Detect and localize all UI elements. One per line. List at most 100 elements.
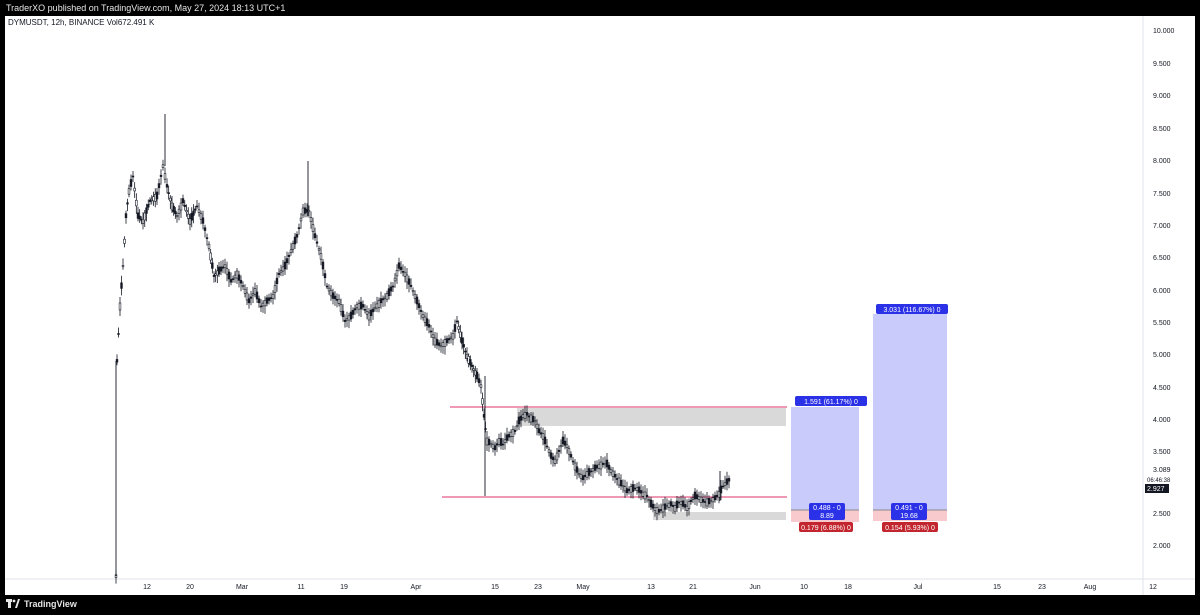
candle-body: [411, 290, 415, 293]
candle-body: [425, 318, 429, 326]
candle-body: [225, 268, 229, 275]
position-1-labels[interactable]: 1.591 (61.17%) 0 0.488 - 0 8.89 0.179 (6…: [795, 396, 867, 532]
candle-body: [573, 462, 577, 471]
candle-body: [289, 249, 293, 253]
candle-body: [233, 274, 237, 279]
price-tick-label: 5.500: [1153, 320, 1171, 327]
candle-body: [659, 509, 663, 511]
demand-zone[interactable]: [653, 512, 786, 520]
center-label-1: 0.488 - 0: [813, 505, 841, 512]
candle-body: [635, 487, 639, 491]
candle-body: [455, 320, 459, 323]
candle-body: [447, 338, 451, 341]
candle-body: [399, 266, 403, 271]
candle-body: [611, 470, 615, 478]
candle-body: [223, 264, 227, 268]
chart-canvas[interactable]: 1.591 (61.17%) 0 0.488 - 0 8.89 0.179 (6…: [5, 16, 1195, 595]
candle-body: [381, 298, 385, 301]
candle-body: [181, 198, 185, 204]
candle-body: [163, 173, 167, 180]
candle-body: [127, 188, 131, 195]
candle-body: [723, 482, 727, 486]
long-position-1[interactable]: [791, 407, 859, 522]
candle-body: [715, 494, 719, 497]
candle-body: [645, 494, 649, 497]
long-position-2[interactable]: [873, 314, 947, 521]
candle-body: [401, 271, 405, 273]
stop-label-1-bg: [799, 522, 853, 532]
candle-body: [353, 308, 357, 311]
center-sub-1: 8.89: [820, 513, 834, 520]
candle-body: [241, 285, 245, 288]
candle-body: [621, 485, 625, 488]
candle-body: [535, 423, 539, 429]
candle-body: [633, 487, 637, 490]
candle-body: [395, 269, 399, 277]
stop-label-2: 0.154 (5.93%) 0: [885, 525, 935, 532]
time-tick-label: Jun: [749, 584, 760, 591]
time-axis[interactable]: 12 20 Mar 11 19 Apr 15 23 May 13 21 Jun 10 18 Jul 15 23 A…: [143, 584, 1157, 591]
price-axis[interactable]: 10.000 9.500 9.000 8.500 8.000 7.500 7.000 6.50…: [1153, 28, 1175, 550]
candle-body: [677, 501, 681, 504]
stop-label-2-bg: [882, 522, 938, 532]
candle-body: [464, 350, 467, 353]
candle-body: [187, 213, 190, 219]
candle-body: [357, 303, 361, 310]
candle-body: [423, 316, 427, 323]
candle-body: [217, 266, 221, 275]
candle-body: [309, 217, 313, 223]
candle-body: [693, 491, 697, 500]
price-tick-label: 9.000: [1153, 93, 1171, 100]
candle-body: [505, 434, 509, 441]
time-tick-label: Aug: [1084, 584, 1097, 591]
candle-body: [161, 164, 165, 168]
candle-body: [261, 302, 265, 307]
candle-body: [141, 218, 145, 224]
candle-body: [391, 285, 395, 288]
chart-area[interactable]: 1.591 (61.17%) 0 0.488 - 0 8.89 0.179 (6…: [5, 16, 1195, 595]
candle-body: [683, 504, 687, 508]
candle-body: [211, 262, 214, 269]
price-tick-label: 8.000: [1153, 158, 1171, 165]
candle-body: [603, 463, 607, 466]
position-2-labels[interactable]: 3.031 (116.67%) 0 0.491 - 0 19.68 0.154 …: [876, 304, 948, 532]
candle-body: [212, 274, 216, 277]
candle-body: [271, 293, 275, 299]
candle-body: [421, 314, 425, 318]
candle-body: [365, 311, 369, 315]
candle-body: [327, 287, 331, 292]
candle-body: [265, 297, 269, 304]
candle-body: [179, 202, 183, 211]
candle-body: [207, 243, 211, 249]
candle-body: [192, 210, 195, 216]
candle-body: [367, 312, 371, 321]
candle-body: [275, 277, 279, 285]
candle-body: [303, 207, 307, 214]
candle-body: [671, 504, 675, 507]
candle-body: [431, 334, 435, 338]
candle-body: [679, 501, 683, 505]
candle-body: [118, 302, 122, 311]
candle-body: [555, 452, 559, 461]
candle-body: [685, 505, 689, 511]
candle-body: [619, 479, 623, 487]
tradingview-logo[interactable]: TradingView: [6, 599, 77, 609]
candle-body: [469, 359, 472, 366]
candle-body: [297, 227, 301, 229]
candle-body: [188, 218, 192, 225]
candle-body: [201, 217, 205, 224]
candle-body: [277, 272, 281, 275]
candle-body: [541, 433, 545, 440]
candle-body: [419, 309, 423, 312]
candle-body: [313, 233, 317, 239]
candle-body: [545, 445, 549, 448]
supply-zone[interactable]: [517, 408, 786, 426]
candle-body: [239, 280, 243, 284]
time-tick-label: 20: [186, 584, 194, 591]
candle-body: [697, 496, 701, 500]
candle-body: [460, 337, 464, 344]
candle-body: [148, 199, 152, 202]
candle-body: [485, 437, 489, 446]
symbol-legend[interactable]: DYMUSDT, 12h, BINANCE Vol672.491 K: [8, 18, 154, 27]
candle-body: [665, 505, 669, 508]
